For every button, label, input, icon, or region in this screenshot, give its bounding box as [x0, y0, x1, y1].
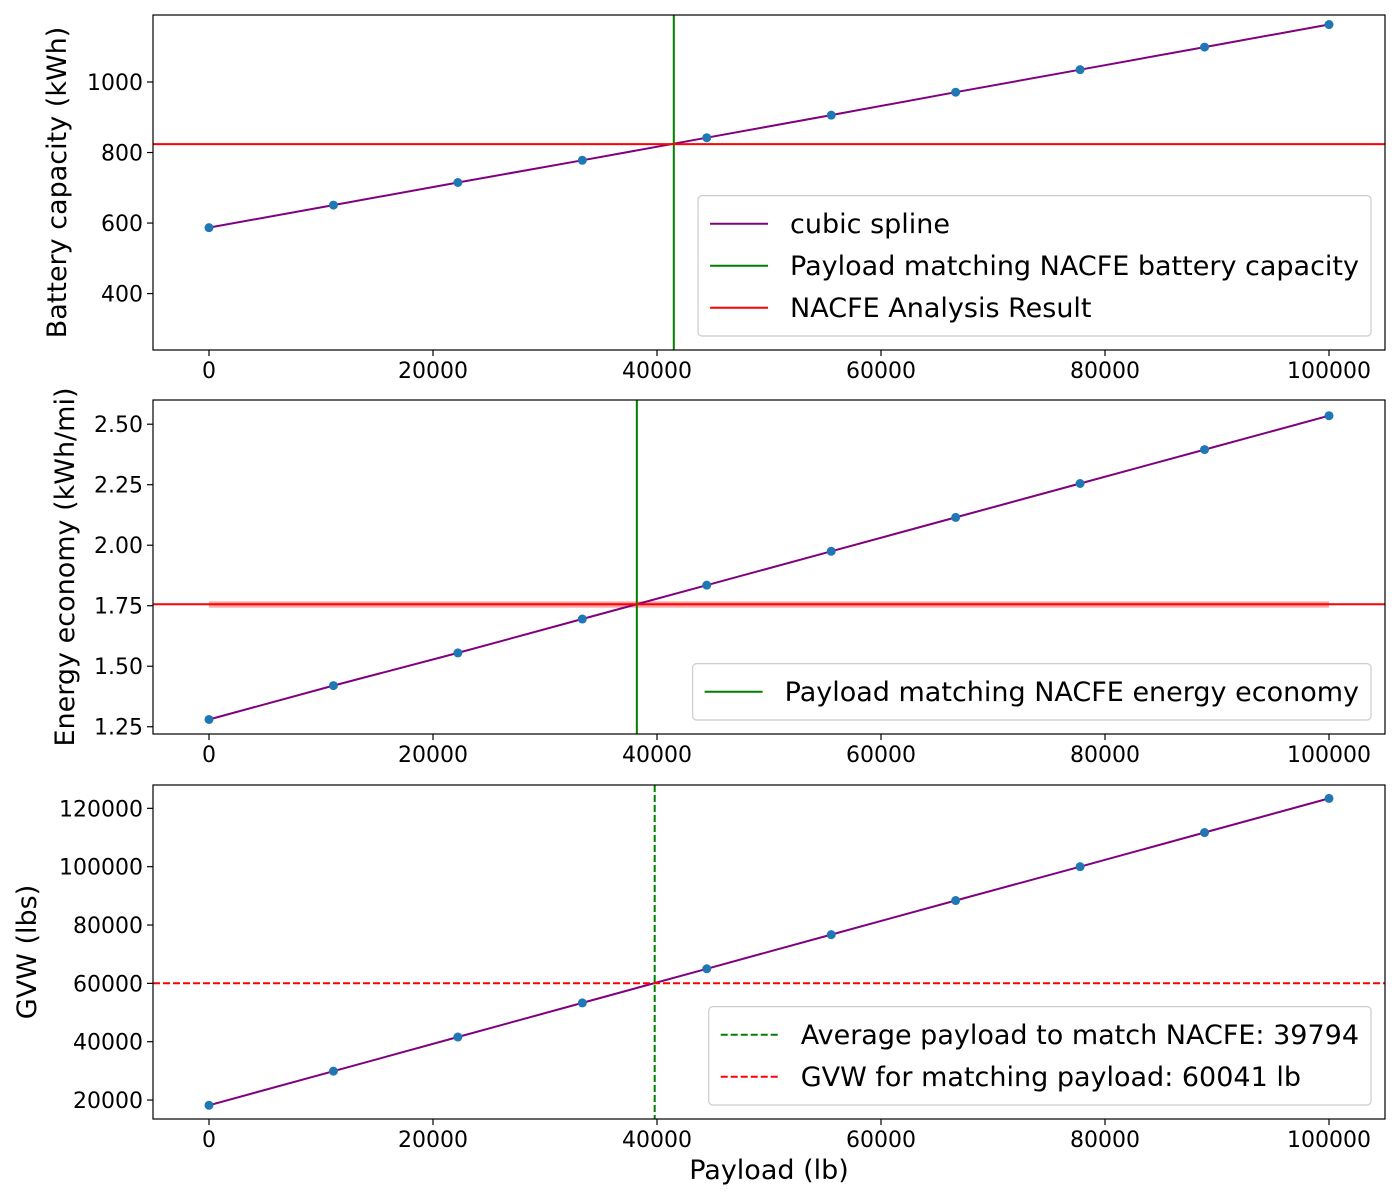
chart-1-data-point	[1324, 20, 1334, 30]
chart-1: 0 20000 40000 60000 80000 100000 400 600 800 1000…	[42, 14, 1386, 384]
chart-1-x-tick-label: 40000	[622, 359, 692, 384]
chart-2-x-tick-label: 20000	[398, 743, 468, 768]
chart-1-data-point	[577, 155, 587, 165]
chart-2-data-point	[951, 512, 961, 522]
chart-3-x-tick-label: 20000	[398, 1128, 468, 1153]
chart-2-y-tick-label: 1.25	[94, 716, 143, 741]
chart-2-data-point	[702, 580, 712, 590]
chart-3-x-tick-label: 0	[202, 1128, 216, 1153]
chart-3-x-tick-label: 40000	[622, 1128, 692, 1153]
chart-1-y-tick-label: 600	[101, 212, 143, 237]
chart-3-axes-frame	[152, 784, 1386, 1120]
chart-2-y-tick-label: 1.75	[94, 595, 143, 620]
chart-3-data-point	[1324, 793, 1334, 803]
chart-1-x-tick-label: 80000	[1070, 359, 1140, 384]
chart-2-data-point	[328, 681, 338, 691]
chart-3-data-point	[826, 930, 836, 940]
chart-3-legend: Average payload to match NACFE: 39794 GVW…	[708, 1005, 1372, 1106]
chart-2-y-tick-label: 2.00	[94, 534, 143, 559]
chart-3-y-tick-label: 80000	[73, 914, 143, 939]
chart-1-legend-box	[697, 195, 1372, 337]
chart-3: 0 20000 40000 60000 80000 100000 20000 40000 600…	[12, 784, 1386, 1186]
chart-2-axes-frame	[152, 399, 1386, 735]
chart-3-data-point	[453, 1032, 463, 1042]
chart-1-data-point	[826, 110, 836, 120]
chart-3-data-point	[1200, 828, 1210, 838]
chart-2-legend-box	[692, 662, 1372, 721]
chart-2-data-point	[1200, 445, 1210, 455]
chart-3-data-point	[204, 1100, 214, 1110]
chart-2-x-tick-label: 80000	[1070, 743, 1140, 768]
chart-3-data-point	[1075, 862, 1085, 872]
chart-1-data-point	[702, 133, 712, 143]
chart-1-data-point	[328, 200, 338, 210]
chart-2-data-point	[826, 546, 836, 556]
chart-2-data-point	[577, 614, 587, 624]
chart-3-x-axis-label: Payload (lb)	[689, 1155, 849, 1186]
chart-2-x-tick-label: 40000	[622, 743, 692, 768]
chart-3-data-point	[328, 1066, 338, 1076]
chart-3-x-tick-label: 100000	[1287, 1128, 1371, 1153]
chart-1-data-point	[204, 223, 214, 233]
chart-2-y-tick-label: 1.50	[94, 655, 143, 680]
chart-1-x-tick-label: 20000	[398, 359, 468, 384]
chart-2-legend: Payload matching NACFE energy economy	[692, 662, 1372, 721]
chart-3-data-point	[951, 896, 961, 906]
chart-2-data-point	[453, 648, 463, 658]
chart-2-series-line	[208, 414, 1330, 721]
chart-1-series-line	[208, 23, 1330, 229]
chart-3-legend-box	[708, 1005, 1372, 1106]
chart-1-y-axis-label: Battery capacity (kWh)	[42, 27, 73, 339]
chart-1-x-tick-label: 100000	[1287, 359, 1371, 384]
chart-1-data-point	[951, 87, 961, 97]
chart-3-x-tick-label: 80000	[1070, 1128, 1140, 1153]
chart-2: 0 20000 40000 60000 80000 100000 1.25 1.50 1.75 2…	[50, 388, 1386, 768]
chart-2-data-point	[1324, 411, 1334, 421]
chart-2-y-axis-label: Energy economy (kWh/mi)	[50, 388, 81, 747]
chart-1-plot-area	[153, 15, 1385, 350]
chart-3-data-point	[702, 964, 712, 974]
chart-1-legend-label: Payload matching NACFE battery capacity	[790, 251, 1359, 282]
chart-1-data-point	[1200, 42, 1210, 52]
chart-2-x-tick-label: 100000	[1287, 743, 1371, 768]
chart-2-y-tick-label: 2.50	[94, 413, 143, 438]
chart-2-x-tick-label: 60000	[846, 743, 916, 768]
chart-1-y-tick-label: 400	[101, 283, 143, 308]
chart-1-data-point	[453, 178, 463, 187]
chart-3-y-tick-label: 60000	[73, 972, 143, 997]
chart-2-y-tick-label: 2.25	[94, 474, 143, 499]
chart-3-legend-label: Average payload to match NACFE: 39794	[801, 1020, 1359, 1051]
chart-3-x-tick-label: 60000	[846, 1128, 916, 1153]
chart-1-data-point	[1075, 65, 1085, 75]
chart-3-y-tick-label: 40000	[73, 1031, 143, 1056]
chart-1-x-tick-label: 0	[202, 359, 216, 384]
chart-1-axes-frame	[152, 14, 1386, 351]
chart-3-y-tick-label: 100000	[59, 856, 143, 881]
chart-2-x-tick-label: 0	[202, 743, 216, 768]
chart-1-y-tick-label: 1000	[87, 71, 143, 96]
chart-3-series-line	[208, 797, 1330, 1107]
chart-3-legend-label: GVW for matching payload: 60041 lb	[801, 1062, 1301, 1093]
chart-2-data-point	[1075, 479, 1085, 488]
chart-2-plot-area	[153, 400, 1385, 734]
chart-1-legend-label: cubic spline	[790, 209, 950, 240]
chart-2-data-point	[204, 714, 214, 724]
chart-3-plot-area	[153, 785, 1385, 1119]
chart-3-data-point	[577, 998, 587, 1008]
chart-1-y-tick-label: 800	[101, 142, 143, 167]
chart-3-y-tick-label: 20000	[73, 1089, 143, 1114]
chart-2-legend-label: Payload matching NACFE energy economy	[785, 677, 1359, 708]
chart-3-y-tick-label: 120000	[59, 797, 143, 822]
chart-1-legend: cubic spline Payload matching NACFE batte…	[697, 195, 1372, 337]
chart-1-legend-label: NACFE Analysis Result	[790, 293, 1091, 324]
chart-1-x-tick-label: 60000	[846, 359, 916, 384]
chart-3-y-axis-label: GVW (lbs)	[12, 885, 43, 1019]
